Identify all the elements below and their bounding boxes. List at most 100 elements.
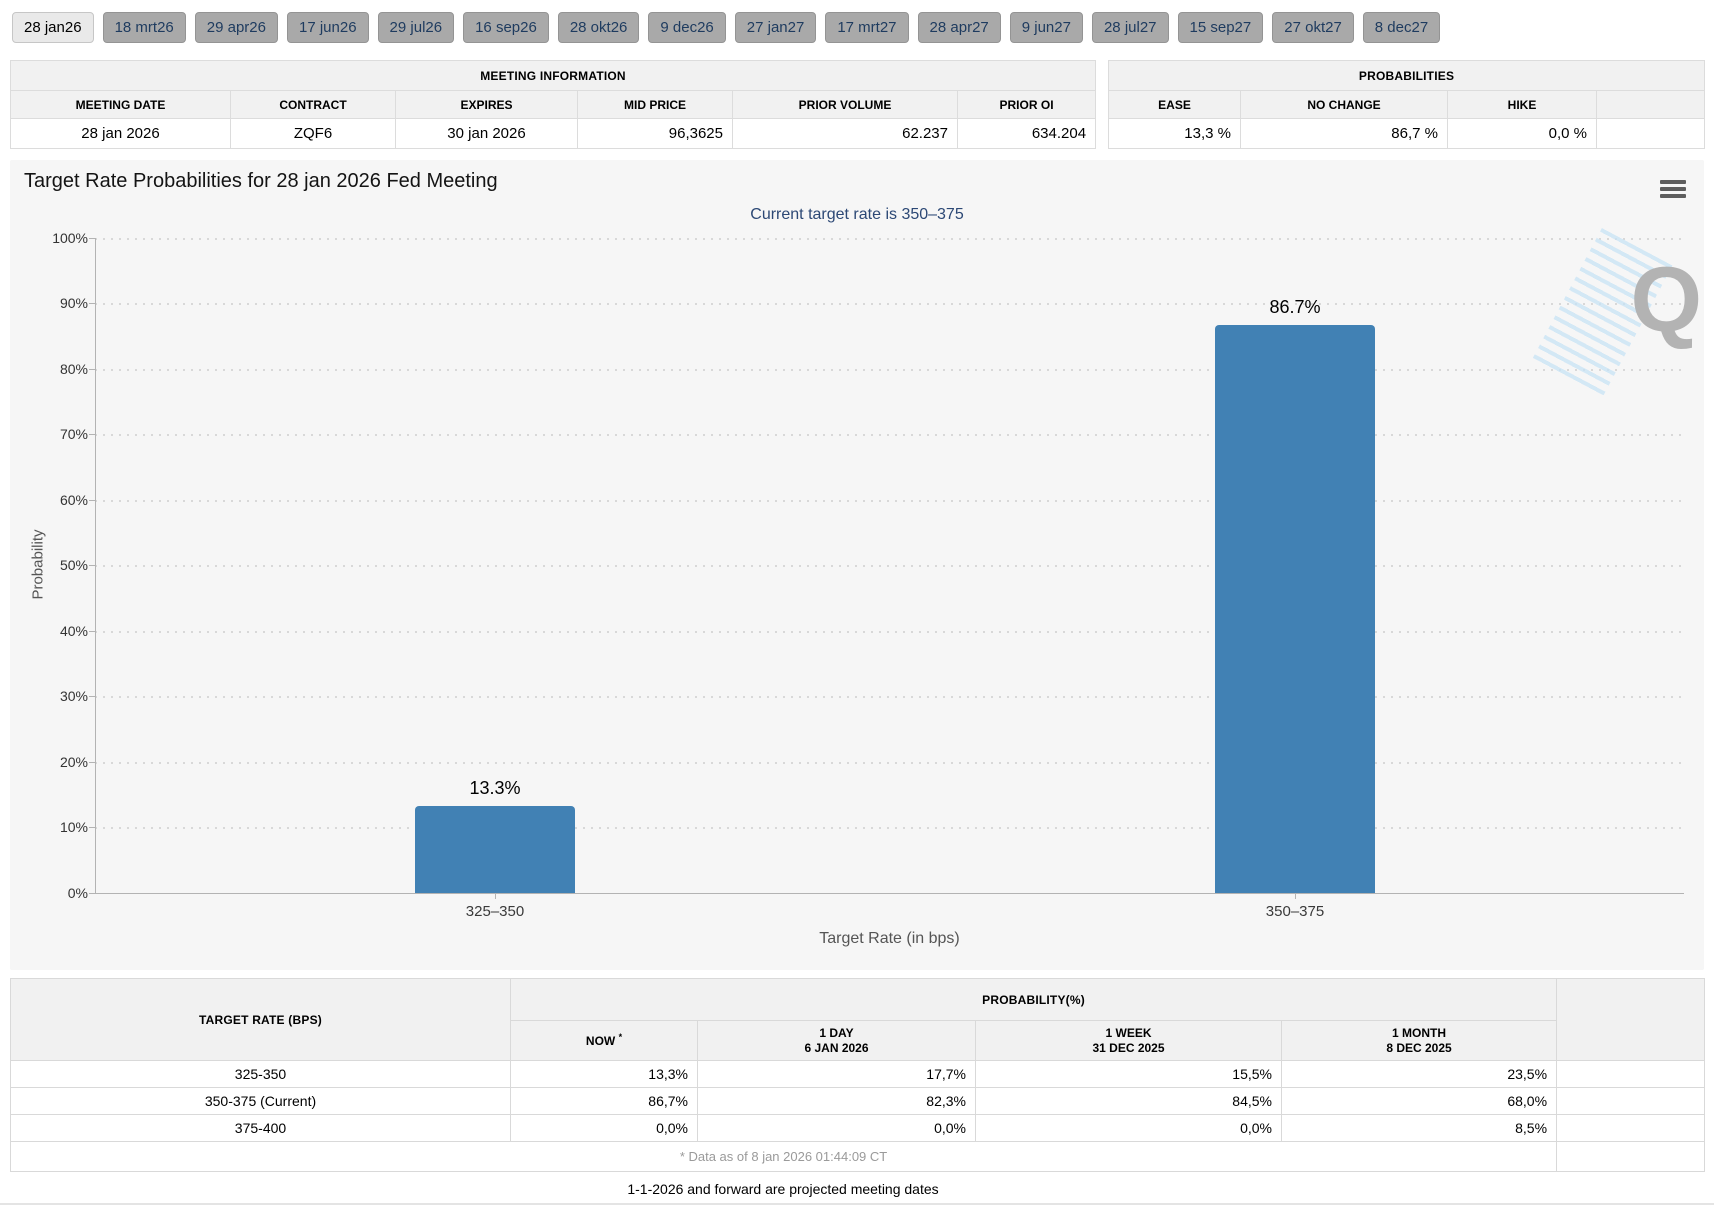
y-tick: 100% xyxy=(52,230,88,246)
table-row: 350-375 (Current) 86,7% 82,3% 84,5% 68,0… xyxy=(10,1087,1706,1115)
column-header: PRIOR VOLUME xyxy=(732,90,958,119)
meeting-tab[interactable]: 29 apr26 xyxy=(194,12,278,43)
target-rate-chart: Target Rate Probabilities for 28 jan 202… xyxy=(10,160,1704,970)
probability-history-table: TARGET RATE (BPS) PROBABILITY(%) NOW * 1… xyxy=(9,978,1706,1172)
table-row: 375-400 0,0% 0,0% 0,0% 8,5% xyxy=(10,1114,1706,1142)
y-tick: 30% xyxy=(59,688,88,704)
one-month-column-header: 1 MONTH 8 DEC 2025 xyxy=(1280,1020,1558,1061)
target-rate-bps-header: TARGET RATE (BPS) xyxy=(10,978,511,1061)
y-tick: 20% xyxy=(59,754,88,770)
column-header: MEETING DATE xyxy=(10,90,231,119)
meeting-tab[interactable]: 16 sep26 xyxy=(463,12,549,43)
y-tick: 10% xyxy=(59,819,88,835)
projected-dates-note: 1-1-2026 and forward are projected meeti… xyxy=(627,1181,939,1197)
ease-value: 13,3 % xyxy=(1108,118,1241,149)
one-day-probability: 0,0% xyxy=(697,1114,976,1142)
y-tick: 0% xyxy=(67,885,88,901)
bottom-divider xyxy=(0,1203,1714,1205)
now-column-header: NOW * xyxy=(510,1020,698,1061)
empty-header xyxy=(1556,978,1706,1061)
probability-pct-header: PROBABILITY(%) xyxy=(509,978,1558,1021)
bar-325-350[interactable] xyxy=(415,806,575,893)
one-week-column-header: 1 WEEK 31 DEC 2025 xyxy=(975,1020,1282,1061)
meeting-date-tabbar: 28 jan26 18 mrt26 29 apr26 17 jun26 29 j… xyxy=(12,12,1441,43)
y-tick: 90% xyxy=(59,295,88,311)
column-header: CONTRACT xyxy=(230,90,396,119)
meeting-tab[interactable]: 29 jul26 xyxy=(377,12,455,43)
y-tick: 50% xyxy=(59,557,88,573)
no-change-value: 86,7 % xyxy=(1240,118,1448,149)
meeting-tab[interactable]: 28 okt26 xyxy=(557,12,640,43)
empty-cell xyxy=(1556,1060,1706,1088)
meeting-tab[interactable]: 17 mrt27 xyxy=(825,12,909,43)
meeting-tab[interactable]: 15 sep27 xyxy=(1177,12,1264,43)
now-probability: 0,0% xyxy=(510,1114,698,1142)
one-week-probability: 0,0% xyxy=(975,1114,1282,1142)
x-tick: 325–350 xyxy=(465,903,525,920)
mid-price-value: 96,3625 xyxy=(577,118,733,149)
column-header: EXPIRES xyxy=(395,90,578,119)
one-week-probability: 84,5% xyxy=(975,1087,1282,1115)
one-week-probability: 15,5% xyxy=(975,1060,1282,1088)
expires-value: 30 jan 2026 xyxy=(395,118,578,149)
y-tick: 70% xyxy=(59,426,88,442)
column-header: PRIOR OI xyxy=(956,90,1097,119)
bar-value-label: 86.7% xyxy=(1269,297,1321,317)
y-axis-line xyxy=(95,238,96,893)
meeting-tab[interactable]: 27 okt27 xyxy=(1272,12,1354,43)
x-axis-title: Target Rate (in bps) xyxy=(819,930,960,947)
column-header: MID PRICE xyxy=(577,90,733,119)
meeting-info-title: MEETING INFORMATION xyxy=(9,60,1097,91)
rate-range: 325-350 xyxy=(10,1060,511,1088)
hamburger-menu-icon[interactable] xyxy=(1660,180,1686,198)
table-row: 325-350 13,3% 17,7% 15,5% 23,5% xyxy=(10,1060,1706,1088)
meeting-tab[interactable]: 28 apr27 xyxy=(917,12,1001,43)
hike-value: 0,0 % xyxy=(1447,118,1597,149)
meeting-tab[interactable]: 28 jul27 xyxy=(1091,12,1169,43)
empty-cell xyxy=(1556,1087,1706,1115)
x-tick: 350–375 xyxy=(1265,903,1325,920)
empty-cell xyxy=(1556,1141,1706,1172)
one-month-probability: 8,5% xyxy=(1280,1114,1558,1142)
empty-cell xyxy=(1556,1114,1706,1142)
meeting-tab[interactable]: 28 jan26 xyxy=(12,12,94,43)
watermark-q-letter: Q xyxy=(1630,249,1702,351)
column-header: EASE xyxy=(1108,90,1241,119)
meeting-tab[interactable]: 8 dec27 xyxy=(1362,12,1441,43)
meeting-information-table: MEETING INFORMATION MEETING DATE CONTRAC… xyxy=(9,60,1097,149)
prior-oi-value: 634.204 xyxy=(956,118,1097,149)
one-day-probability: 82,3% xyxy=(697,1087,976,1115)
y-tick: 80% xyxy=(59,361,88,377)
meeting-tab[interactable]: 18 mrt26 xyxy=(102,12,186,43)
meeting-tab[interactable]: 9 jun27 xyxy=(1009,12,1083,43)
contract-value: ZQF6 xyxy=(230,118,396,149)
probabilities-table: PROBABILITIES EASE NO CHANGE HIKE 13,3 %… xyxy=(1107,60,1706,149)
one-day-probability: 17,7% xyxy=(697,1060,976,1088)
y-tick: 40% xyxy=(59,623,88,639)
meeting-tab[interactable]: 9 dec26 xyxy=(648,12,726,43)
meeting-tab[interactable]: 27 jan27 xyxy=(734,12,817,43)
rate-range: 375-400 xyxy=(10,1114,511,1142)
rate-range: 350-375 (Current) xyxy=(10,1087,511,1115)
empty-cell xyxy=(1595,118,1706,149)
x-axis-line xyxy=(95,893,1684,894)
probabilities-title: PROBABILITIES xyxy=(1107,60,1706,91)
now-probability: 13,3% xyxy=(510,1060,698,1088)
now-probability: 86,7% xyxy=(510,1087,698,1115)
chart-subtitle: Current target rate is 350–375 xyxy=(750,206,964,223)
quikstrike-watermark: Q xyxy=(1531,228,1708,398)
column-header-empty xyxy=(1595,90,1706,119)
prior-volume-value: 62.237 xyxy=(732,118,958,149)
meeting-tab[interactable]: 17 jun26 xyxy=(286,12,369,43)
y-tick: 60% xyxy=(59,492,88,508)
data-asof-footnote: * Data as of 8 jan 2026 01:44:09 CT xyxy=(9,1141,1558,1172)
one-month-probability: 23,5% xyxy=(1280,1060,1558,1088)
bar-350-375[interactable] xyxy=(1215,325,1375,893)
meeting-date-value: 28 jan 2026 xyxy=(10,118,231,149)
column-header: HIKE xyxy=(1447,90,1597,119)
column-header: NO CHANGE xyxy=(1240,90,1448,119)
one-day-column-header: 1 DAY 6 JAN 2026 xyxy=(697,1020,976,1061)
bar-value-label: 13.3% xyxy=(469,778,521,798)
one-month-probability: 68,0% xyxy=(1280,1087,1558,1115)
